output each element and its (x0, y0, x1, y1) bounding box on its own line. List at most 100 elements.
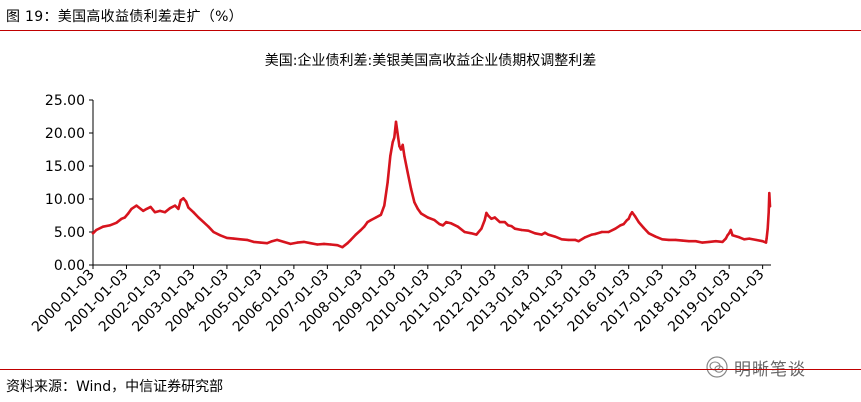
data-point (767, 211, 770, 214)
data-point (282, 240, 285, 244)
data-point (401, 143, 404, 147)
data-point (399, 148, 403, 151)
data-point (212, 230, 215, 234)
data-point (369, 218, 373, 222)
data-point (647, 232, 650, 235)
data-point (91, 232, 95, 235)
data-point (533, 232, 537, 235)
data-point (584, 236, 587, 239)
data-point (179, 199, 182, 202)
data-point (667, 238, 671, 242)
data-point (441, 224, 445, 227)
data-point (726, 234, 729, 237)
data-point (490, 217, 493, 220)
data-point (309, 242, 312, 245)
data-point (259, 241, 262, 244)
data-point (393, 136, 396, 139)
data-point (391, 141, 394, 144)
data-point (637, 220, 640, 224)
data-point (389, 154, 392, 158)
data-point (674, 238, 677, 242)
data-point (289, 242, 292, 246)
data-point (729, 228, 732, 232)
data-point (202, 220, 205, 224)
y-tick-label: 0.00 (54, 258, 85, 274)
data-point (336, 244, 339, 247)
data-point (573, 238, 577, 242)
data-point (158, 209, 162, 213)
data-point (386, 181, 389, 184)
data-point (634, 215, 637, 218)
data-point (661, 238, 664, 241)
wechat-icon (706, 356, 728, 378)
data-point (520, 228, 523, 232)
data-point (197, 216, 200, 219)
data-point (366, 220, 369, 224)
data-point (765, 237, 768, 240)
data-point (748, 237, 751, 240)
y-tick-label: 25.00 (45, 93, 85, 109)
data-point (625, 218, 629, 222)
data-point (445, 220, 448, 224)
data-point (694, 240, 697, 243)
data-point (761, 240, 764, 243)
data-point (456, 225, 460, 228)
data-point (127, 212, 130, 215)
data-point (600, 230, 604, 234)
data-point (513, 227, 517, 230)
data-point (239, 238, 242, 241)
data-point (363, 225, 366, 228)
data-point (394, 120, 398, 124)
data-point (252, 240, 255, 244)
data-point (115, 221, 118, 224)
data-point (245, 238, 249, 242)
data-point (426, 216, 429, 219)
data-point (302, 240, 306, 244)
data-point (507, 224, 510, 227)
data-point (135, 204, 138, 207)
data-point (403, 154, 406, 158)
data-point (630, 211, 634, 214)
data-point (724, 237, 727, 240)
data-point (540, 233, 543, 236)
data-point (149, 205, 152, 209)
y-tick-label: 10.00 (45, 192, 85, 208)
data-point (349, 238, 352, 242)
chart-title: 美国:企业债利差:美银美国高收益企业债期权调整利差 (264, 53, 597, 69)
data-point (173, 204, 177, 207)
data-point (510, 224, 513, 228)
data-point (270, 240, 274, 243)
data-point (622, 222, 625, 226)
data-point (265, 242, 269, 245)
data-point (275, 238, 279, 242)
data-point (374, 216, 378, 219)
data-point (182, 197, 185, 200)
data-point (153, 211, 157, 214)
figure-label: 图 19：美国高收益债利差走扩（%） (6, 9, 243, 25)
data-point (192, 211, 195, 214)
data-point (416, 207, 419, 211)
watermark-text: 明晰笔谈 (734, 359, 806, 380)
data-point (219, 234, 222, 237)
data-point (145, 207, 148, 211)
data-point (95, 228, 98, 232)
data-point (316, 243, 319, 246)
data-point (438, 222, 441, 226)
data-point (754, 238, 758, 242)
data-point (594, 232, 597, 236)
data-point (768, 191, 771, 195)
data-point (346, 242, 349, 245)
data-point (142, 209, 145, 213)
data-point (163, 211, 167, 214)
data-point (619, 224, 622, 227)
y-tick-label: 15.00 (45, 159, 85, 175)
data-point (486, 214, 490, 217)
data-point (322, 242, 326, 246)
footer-divider (0, 369, 861, 370)
data-point (553, 235, 557, 238)
data-point (498, 220, 501, 224)
y-tick-label: 5.00 (54, 225, 85, 241)
data-point (232, 237, 235, 240)
data-point (567, 238, 570, 242)
